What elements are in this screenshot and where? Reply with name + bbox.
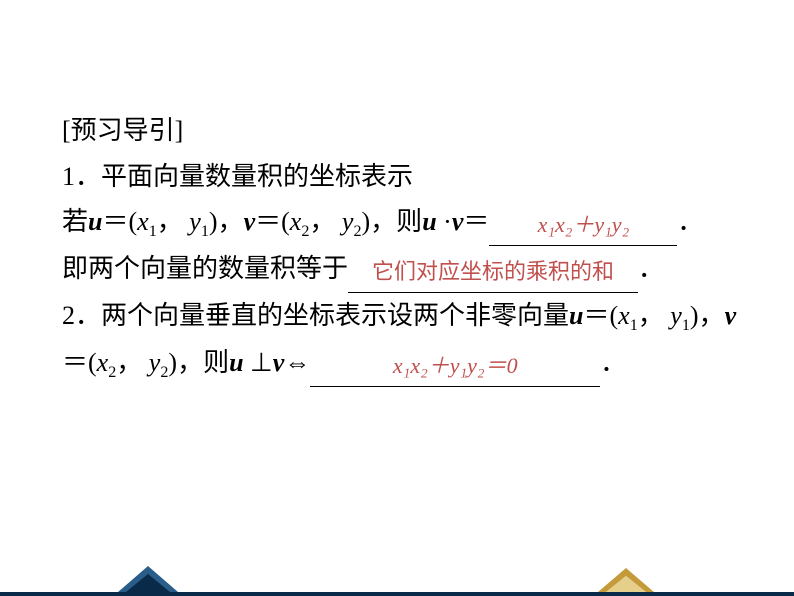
txt: ＝(	[255, 207, 290, 236]
sub-1: 1	[682, 317, 690, 334]
sub-2: 2	[353, 223, 361, 240]
section-2: 2．两个向量垂直的坐标表示设两个非零向量u＝(x1，y1)，v＝(x2，y2)，…	[62, 293, 742, 388]
answer-2: 它们对应坐标的乘积的和	[372, 259, 614, 284]
period: ．	[600, 348, 626, 377]
vec-u: u	[569, 301, 583, 330]
vec-v: v	[452, 207, 464, 236]
section-1-formula: 若u＝(x1，y1)，v＝(x2，y2)，则u·v＝x₁x₂＋y₁y₂．	[62, 199, 742, 246]
txt: )，则	[168, 348, 229, 377]
txt: 若	[62, 207, 88, 236]
var-y: y	[189, 207, 201, 236]
txt: ，	[157, 207, 183, 236]
var-y: y	[342, 207, 354, 236]
vec-v: v	[725, 301, 737, 330]
txt: 即两个向量的数量积等于	[62, 254, 348, 283]
sub-1: 1	[630, 317, 638, 334]
txt: ，	[638, 301, 664, 330]
vec-u: u	[422, 207, 436, 236]
period: ．	[677, 207, 703, 236]
var-y: y	[149, 348, 161, 377]
vec-v: v	[244, 207, 256, 236]
vec-u: u	[229, 348, 243, 377]
vec-u: u	[88, 207, 102, 236]
var-y: y	[670, 301, 682, 330]
section-1-explain: 即两个向量的数量积等于它们对应坐标的乘积的和 ．	[62, 246, 742, 293]
perp-symbol: ⊥	[250, 348, 273, 377]
period: ．	[638, 254, 664, 283]
var-x: x	[97, 348, 109, 377]
txt: ＝(	[62, 348, 97, 377]
txt: 2．两个向量垂直的坐标表示设两个非零向量	[62, 301, 569, 330]
sub-1: 1	[149, 223, 157, 240]
var-x: x	[290, 207, 302, 236]
var-x: x	[137, 207, 149, 236]
txt: )，	[690, 301, 725, 330]
blank-3: x₁x₂＋y₁y₂＝0	[310, 340, 600, 387]
vec-v: v	[273, 348, 285, 377]
sub-1: 1	[201, 223, 209, 240]
txt: ，	[309, 207, 335, 236]
answer-1: x₁x₂＋y₁y₂	[538, 212, 630, 237]
bottom-decoration	[0, 562, 794, 596]
section-1-title: 1．平面向量数量积的坐标表示	[62, 154, 742, 200]
txt: )，则	[362, 207, 423, 236]
txt: ，	[116, 348, 142, 377]
blank-2: 它们对应坐标的乘积的和	[348, 246, 638, 293]
dot-op: ·	[443, 207, 452, 236]
preview-header: [预习导引]	[62, 108, 742, 154]
txt: )，	[209, 207, 244, 236]
blank-1: x₁x₂＋y₁y₂	[489, 199, 677, 246]
var-x: x	[618, 301, 630, 330]
slide-content: [预习导引] 1．平面向量数量积的坐标表示 若u＝(x1，y1)，v＝(x2，y…	[62, 108, 742, 388]
txt: ＝(	[583, 301, 618, 330]
iff-symbol: ⇔	[284, 348, 310, 377]
answer-3: x₁x₂＋y₁y₂＝0	[393, 353, 518, 378]
eq: ＝	[463, 207, 489, 236]
txt: ＝(	[102, 207, 137, 236]
